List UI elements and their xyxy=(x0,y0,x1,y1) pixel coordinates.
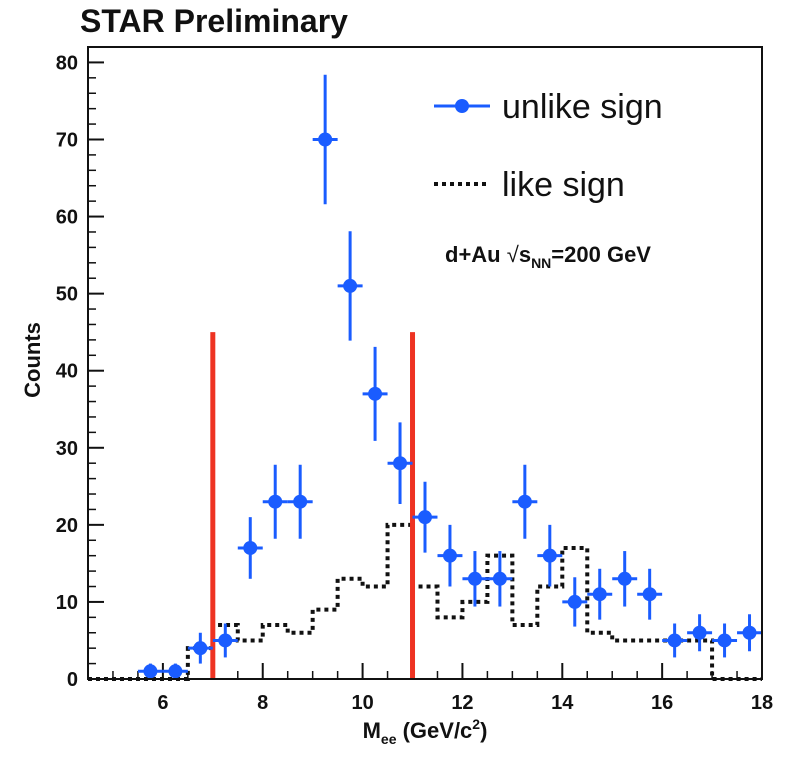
y-tick-label: 20 xyxy=(56,515,78,537)
unlike-sign-point xyxy=(512,464,538,539)
x-tick-label: 8 xyxy=(257,692,268,714)
chart-title: STAR Preliminary xyxy=(80,3,348,39)
legend: unlike sign like sign xyxy=(434,88,663,204)
x-tick-label: 6 xyxy=(157,692,168,714)
legend-unlike-marker xyxy=(455,99,469,113)
x-tick-label: 10 xyxy=(351,692,373,714)
data-marker xyxy=(692,625,707,640)
unlike-sign-point xyxy=(162,663,188,679)
data-marker xyxy=(467,571,482,586)
unlike-sign-point xyxy=(137,663,163,679)
data-marker xyxy=(268,494,283,509)
unlike-sign-point xyxy=(287,464,313,539)
y-tick-label: 60 xyxy=(56,207,78,229)
y-axis-title: Counts xyxy=(20,322,45,398)
unlike-sign-point xyxy=(637,568,663,620)
unlike-sign-point xyxy=(462,551,488,607)
unlike-sign-point xyxy=(187,632,213,664)
data-marker xyxy=(442,548,457,563)
legend-unlike-label: unlike sign xyxy=(502,88,663,126)
unlike-sign-point xyxy=(537,524,563,587)
y-tick-label: 30 xyxy=(56,438,78,460)
data-marker xyxy=(318,132,333,147)
data-marker xyxy=(293,494,308,509)
unlike-sign-point xyxy=(612,551,638,607)
data-marker xyxy=(243,540,258,555)
x-tick-label: 14 xyxy=(551,692,574,714)
data-marker xyxy=(393,456,408,471)
unlike-sign-point xyxy=(662,623,688,658)
data-marker xyxy=(368,386,383,401)
data-marker xyxy=(567,594,582,609)
legend-like-label: like sign xyxy=(502,166,625,204)
unlike-sign-series xyxy=(137,74,762,679)
unlike-sign-point xyxy=(262,464,288,539)
data-marker xyxy=(143,664,158,679)
data-marker xyxy=(742,625,757,640)
x-tick-label: 16 xyxy=(651,692,673,714)
unlike-sign-point xyxy=(312,74,338,205)
unlike-sign-point xyxy=(237,517,263,579)
data-marker xyxy=(717,633,732,648)
data-marker xyxy=(617,571,632,586)
data-marker xyxy=(592,587,607,602)
unlike-sign-point xyxy=(437,524,463,587)
y-tick-label: 80 xyxy=(56,52,78,74)
unlike-sign-point xyxy=(687,614,713,652)
unlike-sign-point xyxy=(387,422,413,505)
unlike-sign-point xyxy=(412,481,438,553)
y-axis-label: Counts xyxy=(20,322,45,398)
data-marker xyxy=(492,571,507,586)
data-marker xyxy=(667,633,682,648)
data-marker xyxy=(168,664,183,679)
data-marker xyxy=(418,510,432,525)
unlike-sign-point xyxy=(737,614,762,652)
unlike-sign-point xyxy=(487,551,513,607)
unlike-sign-point xyxy=(562,577,588,627)
x-tick-label: 18 xyxy=(751,692,773,714)
data-marker xyxy=(193,641,208,656)
x-tick-label: 12 xyxy=(451,692,473,714)
y-tick-label: 50 xyxy=(56,284,78,306)
mass-window-lines xyxy=(210,332,416,679)
unlike-sign-point xyxy=(212,623,238,658)
unlike-sign-point xyxy=(587,568,613,620)
y-tick-label: 10 xyxy=(56,592,78,614)
axis-ticks: 0 10 20 30 40 50 60 70 80 6 8 10 12 14 16 18 xyxy=(56,52,773,714)
plot-frame xyxy=(87,46,763,680)
y-tick-label: 40 xyxy=(56,361,78,383)
data-marker xyxy=(642,587,657,602)
y-tick-label: 0 xyxy=(67,669,78,691)
data-marker xyxy=(343,278,358,293)
x-axis-label: Mee (GeV/c2) xyxy=(363,716,488,747)
data-marker xyxy=(517,494,532,509)
data-marker xyxy=(218,633,233,648)
collision-annotation: d+Au √sNN=200 GeV xyxy=(445,242,651,271)
data-marker xyxy=(542,548,557,563)
unlike-sign-point xyxy=(362,346,388,441)
unlike-sign-point xyxy=(337,231,363,341)
unlike-sign-point xyxy=(712,623,738,658)
y-tick-label: 70 xyxy=(56,129,78,151)
